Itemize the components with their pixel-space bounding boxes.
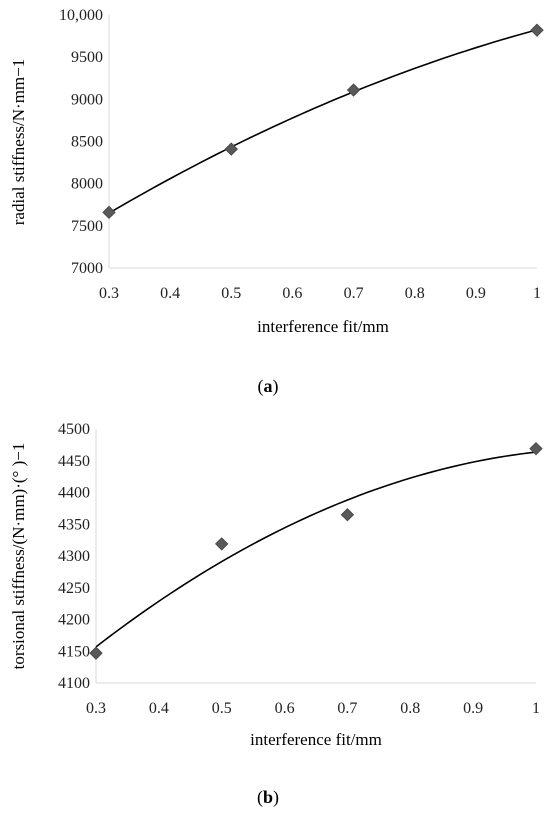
data-markers <box>102 23 544 220</box>
data-point-marker <box>346 83 361 97</box>
x-tick-label: 0.7 <box>337 700 357 717</box>
data-point-marker <box>102 205 116 220</box>
y-tick-label: 4250 <box>58 580 90 597</box>
y-tick-label: 4350 <box>58 516 90 533</box>
data-point-marker <box>215 537 229 551</box>
x-tick-label: 0.6 <box>275 700 295 717</box>
caption-letter: b <box>263 787 273 807</box>
x-axis-title: interference fit/mm <box>257 317 389 336</box>
y-tick-label: 4100 <box>58 675 90 692</box>
chart-a: 7000 7500 8000 8500 9000 9500 10,000 0.3 0.4 0.5… <box>9 7 544 397</box>
x-tick-label: 0.7 <box>344 285 364 302</box>
x-tick-label: 0.4 <box>160 285 180 302</box>
y-tick-label: 7000 <box>71 260 103 277</box>
y-tick-label: 8000 <box>71 176 103 193</box>
data-point-marker <box>529 441 543 456</box>
x-tick-labels: 0.3 0.4 0.5 0.6 0.7 0.8 0.9 1 <box>99 285 541 302</box>
trendline <box>108 28 538 214</box>
y-tick-label: 4400 <box>58 485 90 502</box>
x-tick-label: 0.3 <box>99 285 119 302</box>
data-point-marker <box>340 508 355 522</box>
x-tick-labels: 0.3 0.4 0.5 0.6 0.7 0.8 0.9 1 <box>86 700 540 717</box>
y-tick-label: 4450 <box>58 453 90 470</box>
data-point-marker <box>530 23 544 37</box>
x-tick-label: 0.9 <box>463 700 483 717</box>
y-axis-title: radial stiffness/N·mm−1 <box>9 59 28 226</box>
x-tick-label: 0.5 <box>221 285 241 302</box>
y-tick-label: 4500 <box>58 421 90 438</box>
x-tick-label: 0.5 <box>212 700 232 717</box>
y-tick-label: 4200 <box>58 612 90 629</box>
x-tick-label: 1 <box>532 700 540 717</box>
y-tick-labels: 7000 7500 8000 8500 9000 9500 10,000 <box>59 7 103 277</box>
data-point-marker <box>224 142 238 156</box>
x-tick-label: 0.6 <box>282 285 302 302</box>
x-tick-label: 0.9 <box>466 285 486 302</box>
y-tick-label: 4150 <box>58 643 90 660</box>
x-tick-label: 0.8 <box>400 700 420 717</box>
y-tick-label: 4300 <box>58 548 90 565</box>
trendline <box>95 451 537 648</box>
chart-b: 4100 4150 4200 4250 4300 4350 4400 4450 4500 0.3… <box>9 421 543 808</box>
y-tick-label: 7500 <box>71 218 103 235</box>
x-tick-label: 0.3 <box>86 700 106 717</box>
y-tick-label: 9500 <box>71 49 103 66</box>
x-tick-label: 0.8 <box>405 285 425 302</box>
y-tick-labels: 4100 4150 4200 4250 4300 4350 4400 4450 4500 <box>58 421 90 692</box>
x-tick-label: 0.4 <box>149 700 169 717</box>
caption-letter: a <box>264 376 273 396</box>
y-tick-label: 9000 <box>71 91 103 108</box>
y-tick-label: 10,000 <box>59 7 103 24</box>
caption: (a) <box>258 376 279 397</box>
data-point-marker <box>89 646 103 660</box>
data-markers <box>89 441 543 660</box>
y-tick-label: 8500 <box>71 134 103 151</box>
y-axis-title: torsional stiffness/(N·mm)·(° )−1 <box>9 443 28 670</box>
caption: (b) <box>257 787 279 808</box>
x-axis-title: interference fit/mm <box>250 730 382 749</box>
x-tick-label: 1 <box>533 285 541 302</box>
